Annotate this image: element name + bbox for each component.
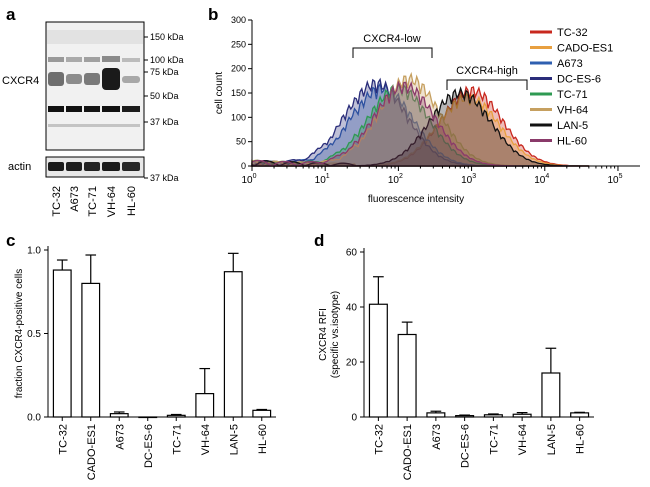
y-axis-subtitle: (specific vs.isotype) [330,291,341,378]
x-tick-exponent: 0 [253,173,257,180]
bar [252,409,272,418]
y-tick-label: 250 [231,39,246,49]
y-tick-label: 20 [346,358,358,369]
legend-label: DC-ES-6 [557,74,601,86]
kda-label: 100 kDa [150,55,184,65]
panel-c-label: c [6,231,15,250]
x-tick-label: A673 [431,424,443,450]
lane-label: HL-60 [126,186,138,216]
bar [368,303,388,418]
kda-label: 75 kDa [150,67,179,77]
x-axis-title: fluorescence intensity [368,194,464,205]
bar [195,393,215,418]
x-tick-exponent: 2 [399,173,403,180]
histogram-lan-5 [251,86,589,167]
x-tick-exponent: 3 [472,173,476,180]
bar [512,413,532,418]
bracket-cxcr4-high [446,79,528,90]
x-tick-label: TC-32 [57,424,69,455]
bracket-cxcr4-low [352,47,433,58]
x-tick-label: HL-60 [575,424,587,454]
x-tick-label: 105 [607,173,622,186]
cxcr4-blot-label: CXCR4 [2,75,39,87]
legend-label: HL-60 [557,136,587,148]
legend-label: VH-64 [557,105,588,117]
bar [455,415,475,418]
y-tick-label: 100 [231,112,246,122]
bar [570,412,590,418]
y-axis-title: fraction CXCR4-positive cells [14,269,25,399]
legend-label: CADO-ES1 [557,43,613,55]
lane-label: A673 [69,186,81,212]
lane-labels: TC-32 A673 TC-71 VH-64 HL-60 [51,186,138,217]
x-tick-label: 103 [461,173,476,186]
panel-d-label: d [314,231,324,250]
bar [52,269,72,418]
blot-image [45,21,145,178]
bar [109,413,129,418]
panel-a-label: a [6,5,16,24]
lane-label: TC-71 [87,186,99,217]
y-tick-label: 300 [231,15,246,25]
x-tick-label: VH-64 [517,424,529,455]
actin-blot-label: actin [8,161,31,173]
lane-label: TC-32 [51,186,63,217]
y-tick-label: 0 [351,413,357,424]
legend-label: TC-71 [557,89,588,101]
y-axis-title: CXCR4 RFI [318,308,329,361]
y-tick-label: 40 [346,303,358,314]
bar [541,372,561,418]
lane-label: VH-64 [106,186,118,217]
x-tick-label: 101 [315,173,330,186]
x-tick-label: CADO-ES1 [402,424,414,480]
kda-label: 37 kDa [150,117,179,127]
kda-label: 37 kDa [150,173,179,183]
y-tick-label: 150 [231,88,246,98]
x-tick-label: 104 [534,173,549,186]
y-tick-label: 60 [346,248,358,259]
y-tick-label: 0.5 [27,329,41,340]
y-tick-label: 1.0 [27,246,41,257]
bar [81,282,101,418]
annotation-cxcr4-high: CXCR4-high [456,65,518,77]
bar [397,333,417,418]
y-axis-title: cell count [214,72,225,114]
kda-label: 150 kDa [150,32,184,42]
x-tick-label: DC-ES-6 [143,424,155,468]
bar-chart-c: 0.0 0.5 1.0 TC-32 CADO-ES1 A673 DC-ES-6 TC-71 VH… [14,246,276,480]
x-tick-label: TC-32 [373,424,385,455]
x-tick-label: LAN-5 [546,424,558,455]
bar [166,414,186,418]
bar [426,412,446,418]
legend-label: LAN-5 [557,120,588,132]
y-tick-label: 0 [241,161,246,171]
bar [223,271,243,418]
x-tick-label: 100 [241,173,256,186]
x-tick-label: 102 [388,173,403,186]
panel-b-label: b [208,5,218,24]
y-tick-label: 50 [236,137,246,147]
x-tick-label: TC-71 [488,424,500,455]
x-tick-label: TC-71 [171,424,183,455]
annotation-cxcr4-low: CXCR4-low [363,33,421,45]
y-tick-label: 200 [231,64,246,74]
x-tick-label: DC-ES-6 [460,424,472,468]
x-tick-label: CADO-ES1 [86,424,98,480]
x-tick-exponent: 5 [619,173,623,180]
kda-label: 50 kDa [150,91,179,101]
x-tick-label: A673 [114,424,126,450]
x-tick-exponent: 4 [545,173,549,180]
bar [483,414,503,418]
y-tick-label: 0.0 [27,413,41,424]
x-tick-exponent: 1 [326,173,330,180]
legend-label: TC-32 [557,27,588,39]
x-tick-label: VH-64 [200,424,212,455]
bar-chart-d: 0 20 40 60 TC-32 CADO-ES1 A673 DC-ES-6 TC-71 VH-6… [318,248,594,480]
kda-ladder: 150 kDa 100 kDa 75 kDa 50 kDa 37 kDa 37 … [144,32,184,183]
x-tick-label: LAN-5 [228,424,240,455]
legend-label: A673 [557,58,583,70]
x-tick-label: HL-60 [257,424,269,454]
